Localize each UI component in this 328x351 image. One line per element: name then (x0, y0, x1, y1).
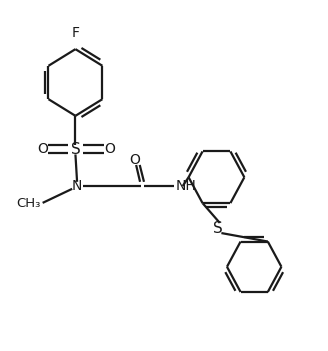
Text: S: S (213, 221, 223, 236)
Text: O: O (37, 142, 48, 156)
Text: N: N (72, 179, 82, 193)
Text: F: F (72, 26, 79, 40)
Text: CH₃: CH₃ (17, 197, 41, 210)
Text: O: O (129, 153, 140, 167)
Text: O: O (104, 142, 115, 156)
Text: S: S (71, 142, 80, 157)
Text: NH: NH (175, 179, 196, 193)
